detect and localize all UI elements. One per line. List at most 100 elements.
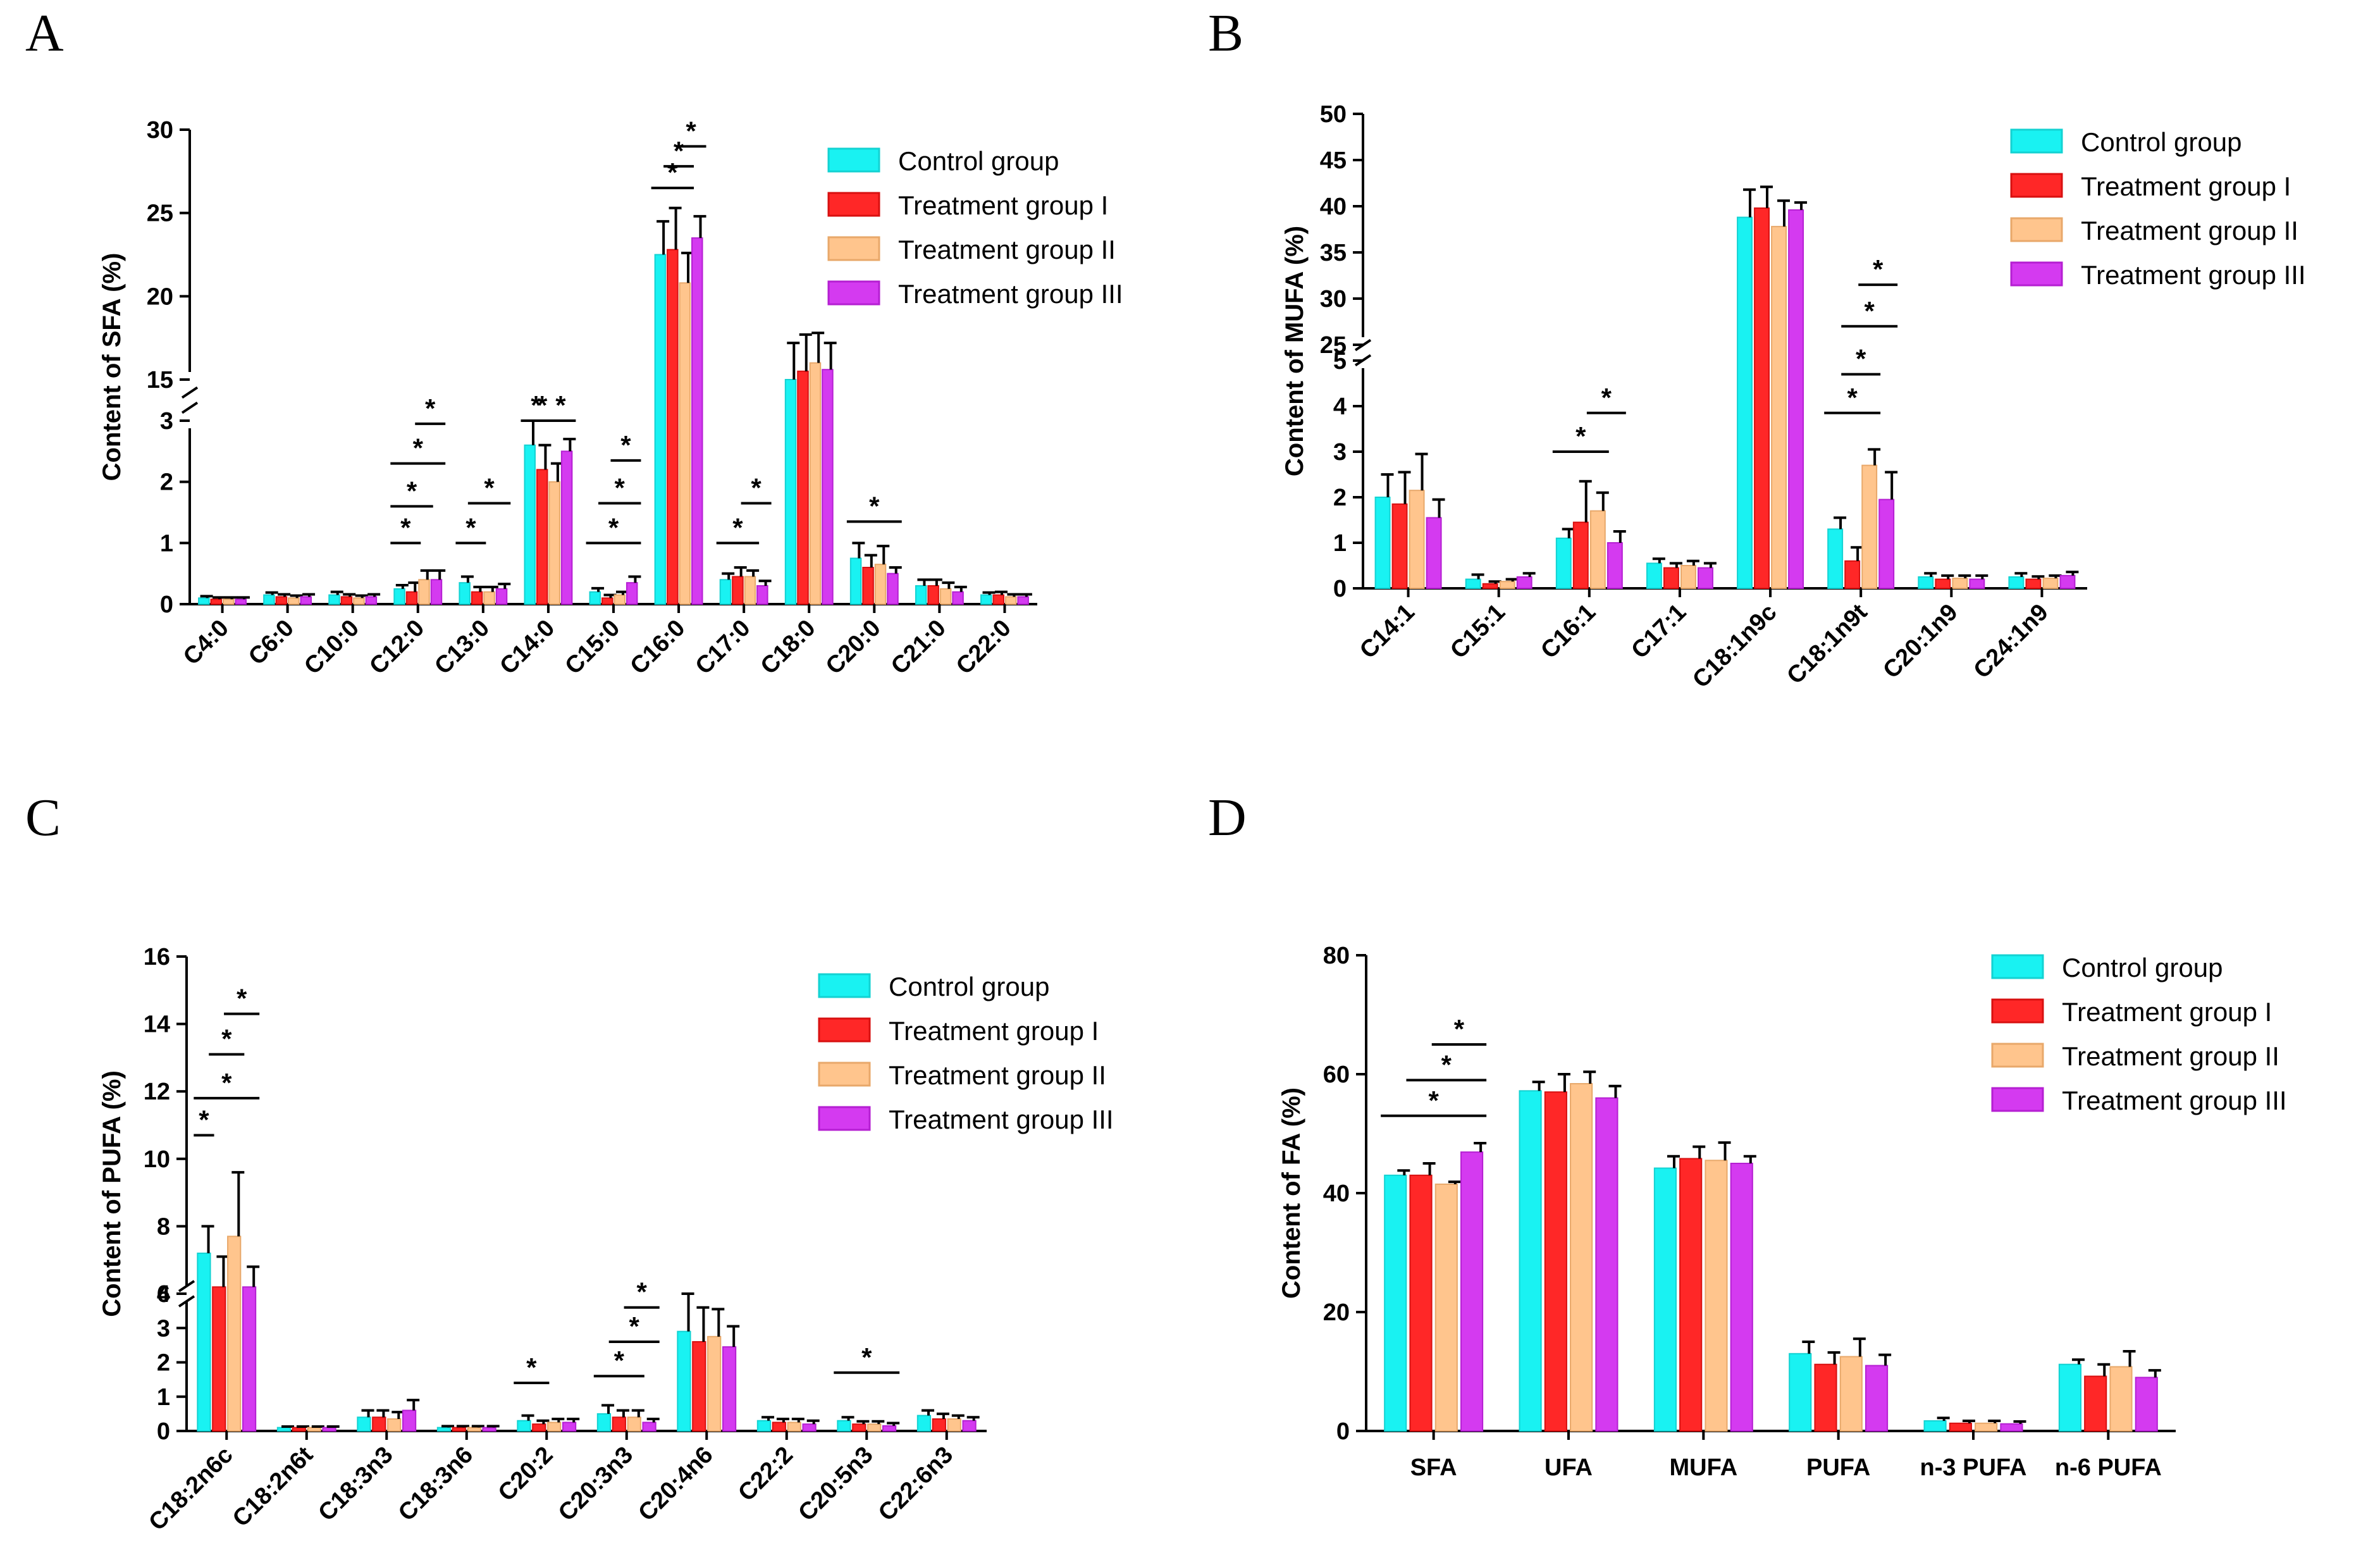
significance-star: * xyxy=(425,393,436,423)
y-tick-label: 2 xyxy=(157,1350,170,1377)
y-tick-label: 30 xyxy=(147,117,173,144)
bar xyxy=(471,591,483,605)
legend-swatch xyxy=(1991,1087,2044,1112)
bar xyxy=(483,591,495,605)
bar xyxy=(1589,510,1606,589)
bar xyxy=(353,597,365,605)
bar xyxy=(288,597,300,605)
legend-label: Treatment group III xyxy=(2062,1086,2287,1115)
significance-star: * xyxy=(1428,1086,1439,1115)
y-tick-label: 25 xyxy=(1320,332,1347,359)
significance-star: * xyxy=(531,390,541,420)
bar xyxy=(756,1420,772,1432)
legend-swatch xyxy=(2010,217,2063,242)
significance-star: * xyxy=(1865,296,1875,326)
significance-star: * xyxy=(667,158,678,187)
x-tick-label: UFA xyxy=(1545,1454,1593,1481)
bar xyxy=(1698,567,1713,589)
bar xyxy=(263,594,275,605)
legend-label: Treatment group II xyxy=(898,235,1116,264)
bar xyxy=(722,1346,737,1432)
significance-star: * xyxy=(869,492,880,521)
bar xyxy=(562,1421,577,1432)
significance-star: * xyxy=(221,1024,232,1054)
axis-break-mark xyxy=(181,386,199,399)
bar xyxy=(992,594,1004,605)
bar xyxy=(691,237,703,605)
bar xyxy=(916,1415,932,1432)
bar xyxy=(1679,1158,1703,1432)
legend-swatch xyxy=(827,192,880,217)
panel-letter: A xyxy=(25,4,64,63)
x-tick-label: MUFA xyxy=(1670,1454,1738,1481)
bar xyxy=(1952,578,1968,589)
bar xyxy=(2000,1423,2023,1432)
y-tick-label: 80 xyxy=(1323,943,1350,969)
bar xyxy=(1570,1083,1593,1432)
legend-label: Treatment group I xyxy=(2062,997,2272,1027)
y-tick-label: 25 xyxy=(147,201,173,227)
y-tick-label: 40 xyxy=(1323,1180,1350,1207)
legend-label: Treatment group II xyxy=(889,1060,1106,1090)
bar xyxy=(719,579,732,605)
bar xyxy=(242,1286,257,1432)
panel-letter: D xyxy=(1208,788,1247,847)
bar xyxy=(2008,576,2025,589)
significance-star: * xyxy=(861,1342,872,1372)
bar xyxy=(787,1421,801,1432)
bar xyxy=(601,597,613,605)
bar xyxy=(927,585,939,605)
bar xyxy=(357,1416,371,1432)
y-tick-label: 6 xyxy=(157,1281,170,1308)
bar xyxy=(2058,1363,2081,1432)
y-tick-label: 0 xyxy=(1333,576,1347,602)
bar xyxy=(744,576,756,605)
bar xyxy=(328,594,340,605)
legend-swatch xyxy=(818,1106,871,1131)
bar xyxy=(1814,1363,1837,1432)
bar xyxy=(939,588,952,605)
bar xyxy=(1426,517,1442,590)
legend-label: Control group xyxy=(2062,953,2223,982)
significance-star: * xyxy=(1601,383,1612,412)
significance-star: * xyxy=(629,1311,640,1341)
y-tick-label: 8 xyxy=(157,1213,170,1240)
bar xyxy=(276,1427,292,1432)
significance-star: * xyxy=(400,512,411,542)
bar xyxy=(1865,1365,1889,1432)
significance-star: * xyxy=(1575,421,1586,451)
bar xyxy=(2135,1377,2158,1432)
significance-star: * xyxy=(221,1068,232,1098)
bar xyxy=(1663,567,1679,589)
bar xyxy=(482,1427,496,1432)
x-tick-label: n-3 PUFA xyxy=(1920,1454,2027,1481)
bar xyxy=(887,573,899,605)
bar xyxy=(915,585,927,605)
significance-star: * xyxy=(555,390,566,420)
legend-label: Treatment group II xyxy=(2081,216,2298,245)
bar xyxy=(1646,562,1662,590)
bar xyxy=(372,1416,386,1432)
bar xyxy=(589,591,601,605)
bar xyxy=(874,564,887,605)
bar xyxy=(627,1416,641,1432)
significance-star: * xyxy=(484,473,495,503)
bar xyxy=(2025,578,2042,589)
bar xyxy=(197,1253,211,1432)
bar xyxy=(1844,560,1861,589)
significance-star: * xyxy=(732,512,743,542)
bar xyxy=(1949,1422,1972,1432)
bar xyxy=(1544,1091,1567,1432)
bar xyxy=(980,594,992,605)
bar xyxy=(679,282,691,605)
y-tick-label: 45 xyxy=(1320,147,1347,174)
bar xyxy=(1409,490,1425,590)
axis-break-mark xyxy=(178,1295,195,1308)
bar xyxy=(1680,565,1696,589)
bar xyxy=(626,582,638,605)
legend-swatch xyxy=(2010,173,2063,198)
bar xyxy=(756,585,768,605)
bar xyxy=(692,1341,706,1432)
significance-star: * xyxy=(1856,344,1866,374)
bar xyxy=(2059,574,2076,590)
